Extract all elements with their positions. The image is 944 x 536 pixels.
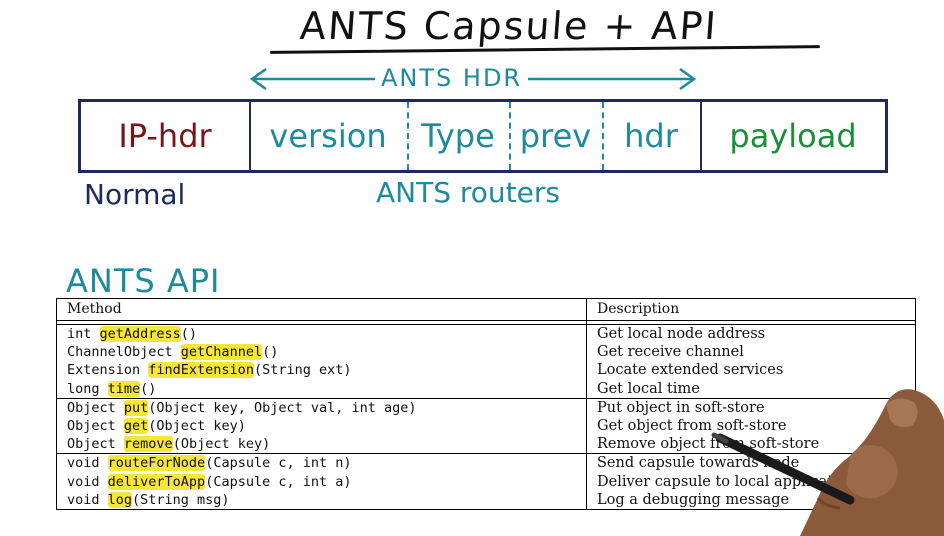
- return-type: void: [67, 455, 108, 472]
- method-name-highlighted: get: [123, 417, 149, 434]
- table-row: Object put(Object key, Object val, int a…: [57, 397, 915, 417]
- method-name-highlighted: findExtension: [148, 362, 254, 379]
- method-description: Locate extended services: [597, 362, 784, 379]
- method-name-highlighted: getChannel: [180, 344, 263, 361]
- field-divider: [407, 102, 409, 170]
- method-signature: ChannelObject getChannel(): [57, 343, 587, 362]
- field-divider: [249, 102, 251, 170]
- method-description: Deliver capsule to local application: [597, 473, 856, 490]
- method-signature: Object remove(Object key): [57, 435, 587, 454]
- return-type: ChannelObject: [67, 344, 181, 361]
- method-params: (): [140, 380, 157, 397]
- table-row: void routeForNode(Capsule c, int n) Send …: [57, 453, 915, 473]
- table-row: ChannelObject getChannel() Get receive ch…: [57, 343, 915, 362]
- method-params: (Object key, Object val, int age): [148, 399, 417, 416]
- method-name-highlighted: put: [123, 399, 149, 416]
- method-name-highlighted: deliverToApp: [107, 473, 206, 490]
- hdr-field: hdr: [624, 117, 678, 155]
- method-params: (String ext): [253, 362, 352, 379]
- table-row: Extension findExtension(String ext) Locat…: [57, 361, 915, 380]
- method-name-highlighted: routeForNode: [107, 455, 206, 472]
- method-params: (Object key): [172, 436, 271, 453]
- table-row: Object get(Object key) Get object from so…: [57, 416, 915, 436]
- method-params: (String msg): [132, 491, 230, 508]
- ants-routers-label: ANTS routers: [376, 176, 560, 209]
- ip-hdr-field: IP-hdr: [118, 117, 212, 155]
- method-description: Get object from soft-store: [597, 417, 787, 434]
- method-name-highlighted: log: [107, 491, 133, 508]
- payload-field: payload: [729, 117, 857, 155]
- method-params: (Capsule c, int a): [205, 473, 352, 490]
- method-params: (): [180, 326, 198, 342]
- field-divider: [602, 102, 604, 170]
- return-type: Extension: [67, 362, 149, 379]
- field-divider: [700, 102, 702, 170]
- ants-api-title: ANTS API: [66, 262, 221, 300]
- ants-hdr-label: ANTS HDR: [375, 64, 529, 92]
- packet-diagram: IP-hdr version Type prev hdr payload: [78, 99, 888, 173]
- method-signature: long time(): [57, 379, 587, 398]
- method-name-highlighted: getAddress: [99, 326, 181, 342]
- method-name-highlighted: time: [107, 380, 141, 397]
- method-description: Get receive channel: [597, 344, 744, 361]
- normal-label: Normal: [84, 178, 186, 211]
- table-row: int getAddress() Get local node address: [57, 325, 915, 344]
- return-type: int: [67, 326, 100, 342]
- table-row: Object remove(Object key) Remove object f…: [57, 435, 915, 454]
- return-type: long: [67, 380, 108, 397]
- field-divider: [509, 102, 511, 170]
- prev-field: prev: [519, 117, 592, 155]
- return-type: Object: [67, 399, 124, 416]
- method-description: Remove object from soft-store: [597, 436, 820, 453]
- method-description: Send capsule towards node: [597, 455, 800, 472]
- method-signature: void deliverToApp(Capsule c, int a): [57, 472, 587, 491]
- method-signature: int getAddress(): [57, 325, 587, 344]
- method-params: (Capsule c, int n): [205, 455, 352, 472]
- type-field: Type: [421, 117, 495, 155]
- table-body: int getAddress() Get local node address Ch…: [57, 325, 915, 509]
- table-header-row: Method Description: [57, 299, 915, 321]
- method-params: (): [262, 344, 279, 361]
- method-name-highlighted: remove: [123, 436, 173, 453]
- header-gap: [57, 321, 915, 325]
- table-row: long time() Get local time: [57, 379, 915, 398]
- table-row: void deliverToApp(Capsule c, int a) Deliv…: [57, 472, 915, 491]
- return-type: void: [67, 491, 108, 508]
- method-signature: void log(String msg): [57, 490, 587, 509]
- method-params: (Object key): [148, 417, 246, 434]
- method-column-header: Method: [57, 299, 587, 320]
- presenter-hand-with-pen: [711, 389, 944, 536]
- return-type: Object: [67, 436, 124, 453]
- method-signature: Extension findExtension(String ext): [57, 361, 587, 380]
- description-column-header: Description: [597, 301, 680, 317]
- api-table: Method Description int getAddress() Get l…: [56, 298, 916, 510]
- method-signature: Object get(Object key): [57, 416, 587, 436]
- slide-title: ANTS Capsule + API: [298, 4, 720, 48]
- method-description: Put object in soft-store: [597, 399, 765, 416]
- method-description: Get local node address: [597, 326, 766, 342]
- method-signature: Object put(Object key, Object val, int a…: [57, 398, 587, 417]
- version-field: version: [269, 117, 387, 155]
- return-type: void: [67, 473, 108, 490]
- return-type: Object: [67, 417, 124, 434]
- table-row: void log(String msg) Log a debugging mess…: [57, 490, 915, 509]
- method-description: Log a debugging message: [597, 491, 790, 508]
- method-description: Get local time: [597, 380, 700, 397]
- method-signature: void routeForNode(Capsule c, int n): [57, 454, 587, 473]
